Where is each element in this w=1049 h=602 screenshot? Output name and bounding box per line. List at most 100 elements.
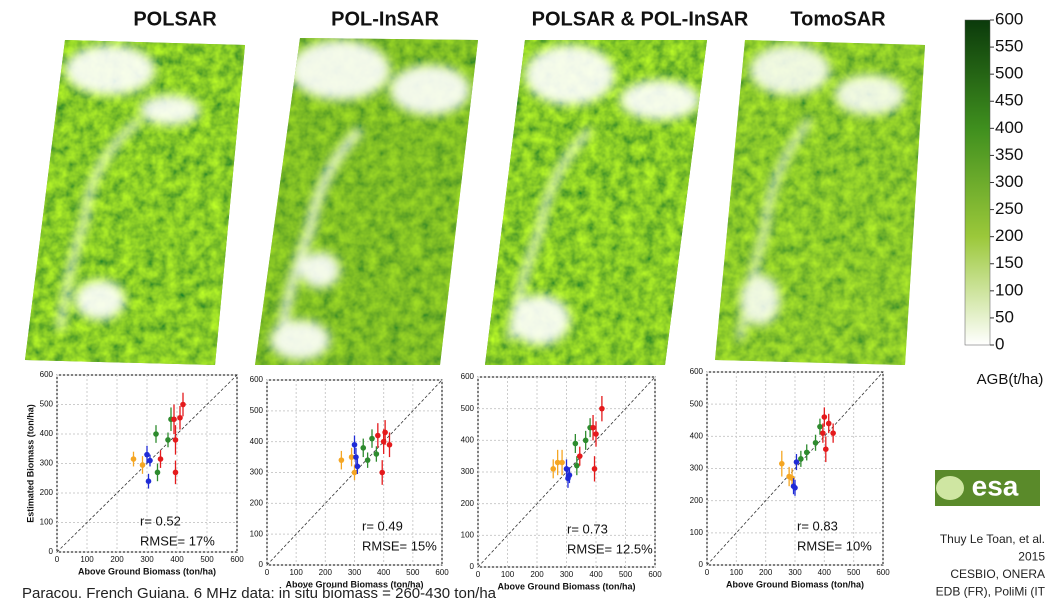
x-tick-label: 500 bbox=[619, 570, 633, 579]
colorbar: 0 50 100 150 200 250 300 350 400 450 500 550 600 AGB(… bbox=[964, 9, 1043, 388]
x-axis-label: Above Ground Biomass (ton/ha) bbox=[497, 581, 635, 591]
y-tick-label: 200 bbox=[461, 499, 475, 508]
x-tick-label: 500 bbox=[406, 568, 420, 577]
x-tick-label: 200 bbox=[759, 568, 773, 577]
data-point bbox=[153, 431, 159, 437]
data-point bbox=[792, 485, 798, 491]
scatter-plot: 0 100 200 300 400 500 600 0 100 200 300 400 500 600 Ab… bbox=[250, 375, 450, 589]
y-tick-label: 300 bbox=[461, 467, 475, 476]
data-point bbox=[177, 414, 183, 421]
data-point bbox=[590, 424, 596, 431]
x-tick-label: 600 bbox=[435, 568, 449, 577]
y-tick-label: 0 bbox=[699, 560, 704, 569]
data-point bbox=[351, 469, 358, 476]
map-title: POLSAR bbox=[133, 8, 217, 30]
y-tick-label: 600 bbox=[690, 367, 704, 376]
data-point bbox=[154, 469, 161, 476]
y-tick-label: 300 bbox=[690, 464, 704, 473]
data-point bbox=[793, 459, 800, 465]
data-point bbox=[382, 429, 388, 436]
data-point bbox=[386, 441, 393, 448]
annotation: r= 0.49 bbox=[362, 518, 403, 533]
x-axis-label: Above Ground Biomass (ton/ha) bbox=[726, 579, 864, 589]
data-point bbox=[147, 457, 153, 464]
x-tick-label: 300 bbox=[560, 570, 574, 579]
data-point bbox=[821, 414, 828, 420]
data-point bbox=[825, 420, 832, 427]
data-point bbox=[599, 405, 605, 412]
y-tick-label: 300 bbox=[250, 468, 264, 477]
data-point bbox=[820, 430, 826, 436]
y-tick-label: 0 bbox=[259, 560, 264, 569]
data-point bbox=[593, 431, 599, 437]
map-image bbox=[25, 40, 245, 365]
x-tick-label: 300 bbox=[348, 568, 362, 577]
y-tick-label: 400 bbox=[461, 435, 475, 444]
map-title: TomoSAR bbox=[790, 8, 886, 30]
colorbar-tick-label: 400 bbox=[995, 118, 1023, 137]
data-point bbox=[171, 416, 177, 423]
data-point bbox=[353, 454, 359, 460]
data-point bbox=[375, 432, 381, 439]
data-point bbox=[157, 456, 164, 462]
data-point bbox=[582, 437, 589, 444]
annotation: RMSE= 12.5% bbox=[567, 541, 653, 556]
caption: Paracou. French Guiana. 6 MHz data: in s… bbox=[22, 585, 497, 602]
data-point bbox=[338, 457, 345, 463]
x-tick-label: 400 bbox=[818, 568, 832, 577]
x-tick-label: 0 bbox=[55, 555, 60, 564]
data-point bbox=[373, 451, 380, 457]
logo-text: esa bbox=[972, 470, 1019, 501]
y-tick-label: 200 bbox=[250, 498, 264, 507]
y-tick-label: 100 bbox=[690, 528, 704, 537]
identity-line bbox=[477, 376, 656, 568]
colorbar-tick-label: 250 bbox=[995, 199, 1023, 218]
y-tick-label: 200 bbox=[40, 488, 54, 497]
x-tick-label: 0 bbox=[705, 568, 710, 577]
x-tick-label: 0 bbox=[265, 568, 270, 577]
data-point bbox=[360, 445, 367, 451]
credit-line: CESBIO, ONERA bbox=[950, 567, 1045, 581]
y-tick-label: 600 bbox=[250, 375, 264, 384]
y-tick-label: 600 bbox=[40, 370, 54, 379]
data-point bbox=[572, 440, 579, 447]
colorbar-tick-label: 350 bbox=[995, 145, 1023, 164]
y-tick-label: 0 bbox=[49, 547, 54, 556]
x-tick-label: 400 bbox=[589, 570, 603, 579]
x-tick-label: 300 bbox=[140, 555, 154, 564]
data-point bbox=[574, 462, 580, 469]
x-tick-label: 200 bbox=[110, 555, 124, 564]
data-point bbox=[812, 439, 819, 446]
y-axis-label: Estimated Biomass (ton/ha) bbox=[25, 404, 35, 523]
annotation: r= 0.73 bbox=[567, 521, 608, 536]
data-point bbox=[566, 472, 573, 478]
map-image bbox=[255, 38, 478, 365]
map-image bbox=[485, 40, 707, 365]
annotation: RMSE= 10% bbox=[797, 538, 872, 553]
data-point bbox=[559, 459, 565, 466]
data-point bbox=[554, 459, 561, 466]
data-point bbox=[379, 469, 386, 476]
x-axis-label: Above Ground Biomass (ton/ha) bbox=[78, 566, 216, 576]
x-tick-label: 0 bbox=[476, 570, 481, 579]
y-tick-label: 500 bbox=[40, 400, 54, 409]
y-tick-label: 600 bbox=[461, 372, 475, 381]
x-tick-label: 600 bbox=[230, 555, 244, 564]
data-point bbox=[803, 449, 810, 456]
colorbar-scale bbox=[964, 19, 991, 346]
y-tick-label: 500 bbox=[250, 406, 264, 415]
y-tick-label: 300 bbox=[40, 459, 54, 468]
data-point bbox=[180, 401, 186, 408]
credit-line: EDB (FR), PoliMi (IT bbox=[936, 585, 1046, 599]
y-tick-label: 100 bbox=[461, 530, 475, 539]
map-image bbox=[715, 40, 925, 365]
data-point bbox=[351, 441, 358, 448]
esa-logo: esa bbox=[935, 470, 1040, 506]
x-tick-label: 400 bbox=[377, 568, 391, 577]
scatter-plot: 0 100 200 300 400 500 600 0 100 200 300 400 500 600 Ab… bbox=[690, 367, 891, 589]
colorbar-tick-label: 150 bbox=[995, 253, 1023, 272]
colorbar-tick-label: 200 bbox=[995, 226, 1023, 245]
y-tick-label: 100 bbox=[250, 529, 264, 538]
data-point bbox=[354, 463, 361, 470]
